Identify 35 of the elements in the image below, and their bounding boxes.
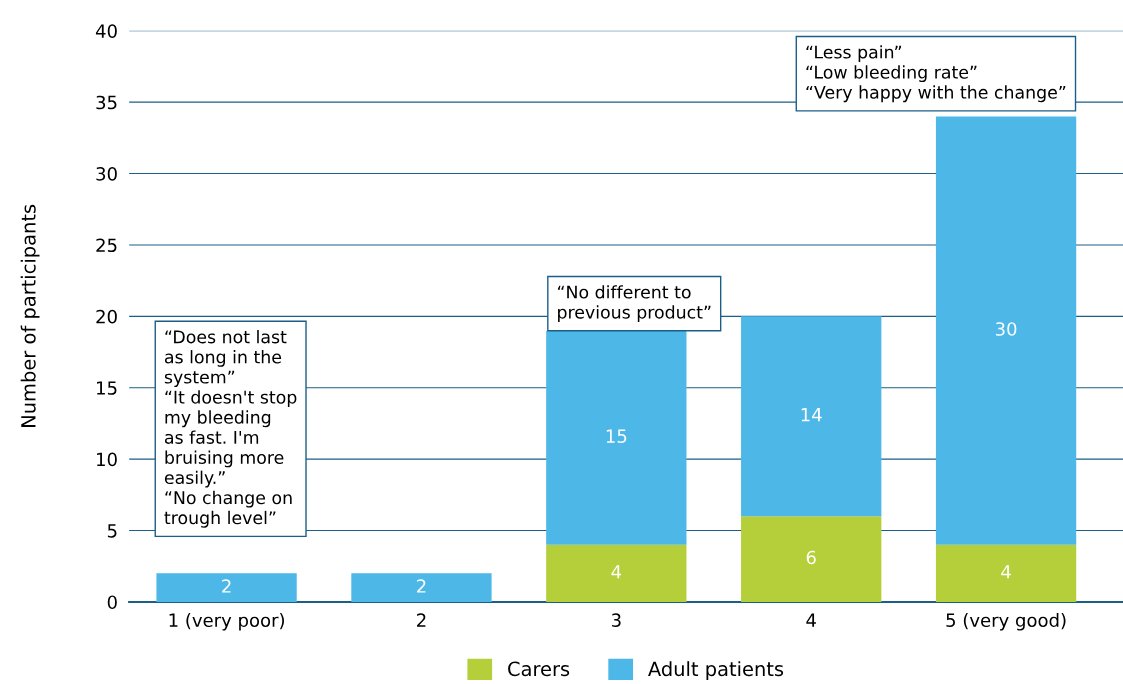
data-label: 4: [611, 565, 622, 579]
data-label: 2: [417, 579, 426, 593]
y-tick-label: 10: [97, 452, 117, 467]
y-tick-label: 25: [96, 238, 117, 253]
data-label: 2: [222, 579, 231, 593]
bar: [351, 573, 492, 602]
annotation: “No different to previous product”: [557, 285, 711, 323]
data-label: 4: [1001, 565, 1011, 579]
data-label: 6: [806, 550, 816, 565]
bar: [741, 316, 882, 517]
bar: [546, 544, 687, 602]
y-tick-label: 15: [97, 381, 117, 395]
data-label: 14: [801, 408, 822, 422]
y-tick-label: 20: [96, 309, 117, 324]
y-tick-label: 30: [96, 167, 117, 181]
bar: [935, 116, 1077, 545]
y-tick-label: 0: [107, 595, 117, 610]
legend-label: Adult patients: [648, 661, 784, 680]
x-tick-label: 3: [611, 613, 621, 628]
data-label: 30: [995, 322, 1017, 336]
x-tick-label: 5 (very good): [946, 613, 1066, 631]
y-tick-label: 40: [95, 24, 117, 38]
y-axis-title: Number of participants: [20, 204, 40, 427]
y-tick-label: 5: [107, 524, 117, 538]
x-tick-label: 4: [806, 613, 816, 627]
y-tick-label: 35: [96, 95, 117, 110]
legend-label: Carers: [508, 661, 570, 677]
bar: [935, 544, 1077, 602]
annotation: “Less pain” “Low bleeding rate” “Very happy with the change”: [806, 45, 1066, 103]
x-tick-label: 1 (very poor): [169, 613, 284, 631]
bar: [741, 516, 882, 602]
x-tick-label: 2: [417, 613, 426, 627]
bar: [156, 573, 297, 602]
data-label: 15: [606, 429, 627, 443]
text: “Does not last as long in the system” “It doesn't stop my bleeding as fast. I'm bruising more easily.” “No change on trough level”: [164, 329, 297, 528]
